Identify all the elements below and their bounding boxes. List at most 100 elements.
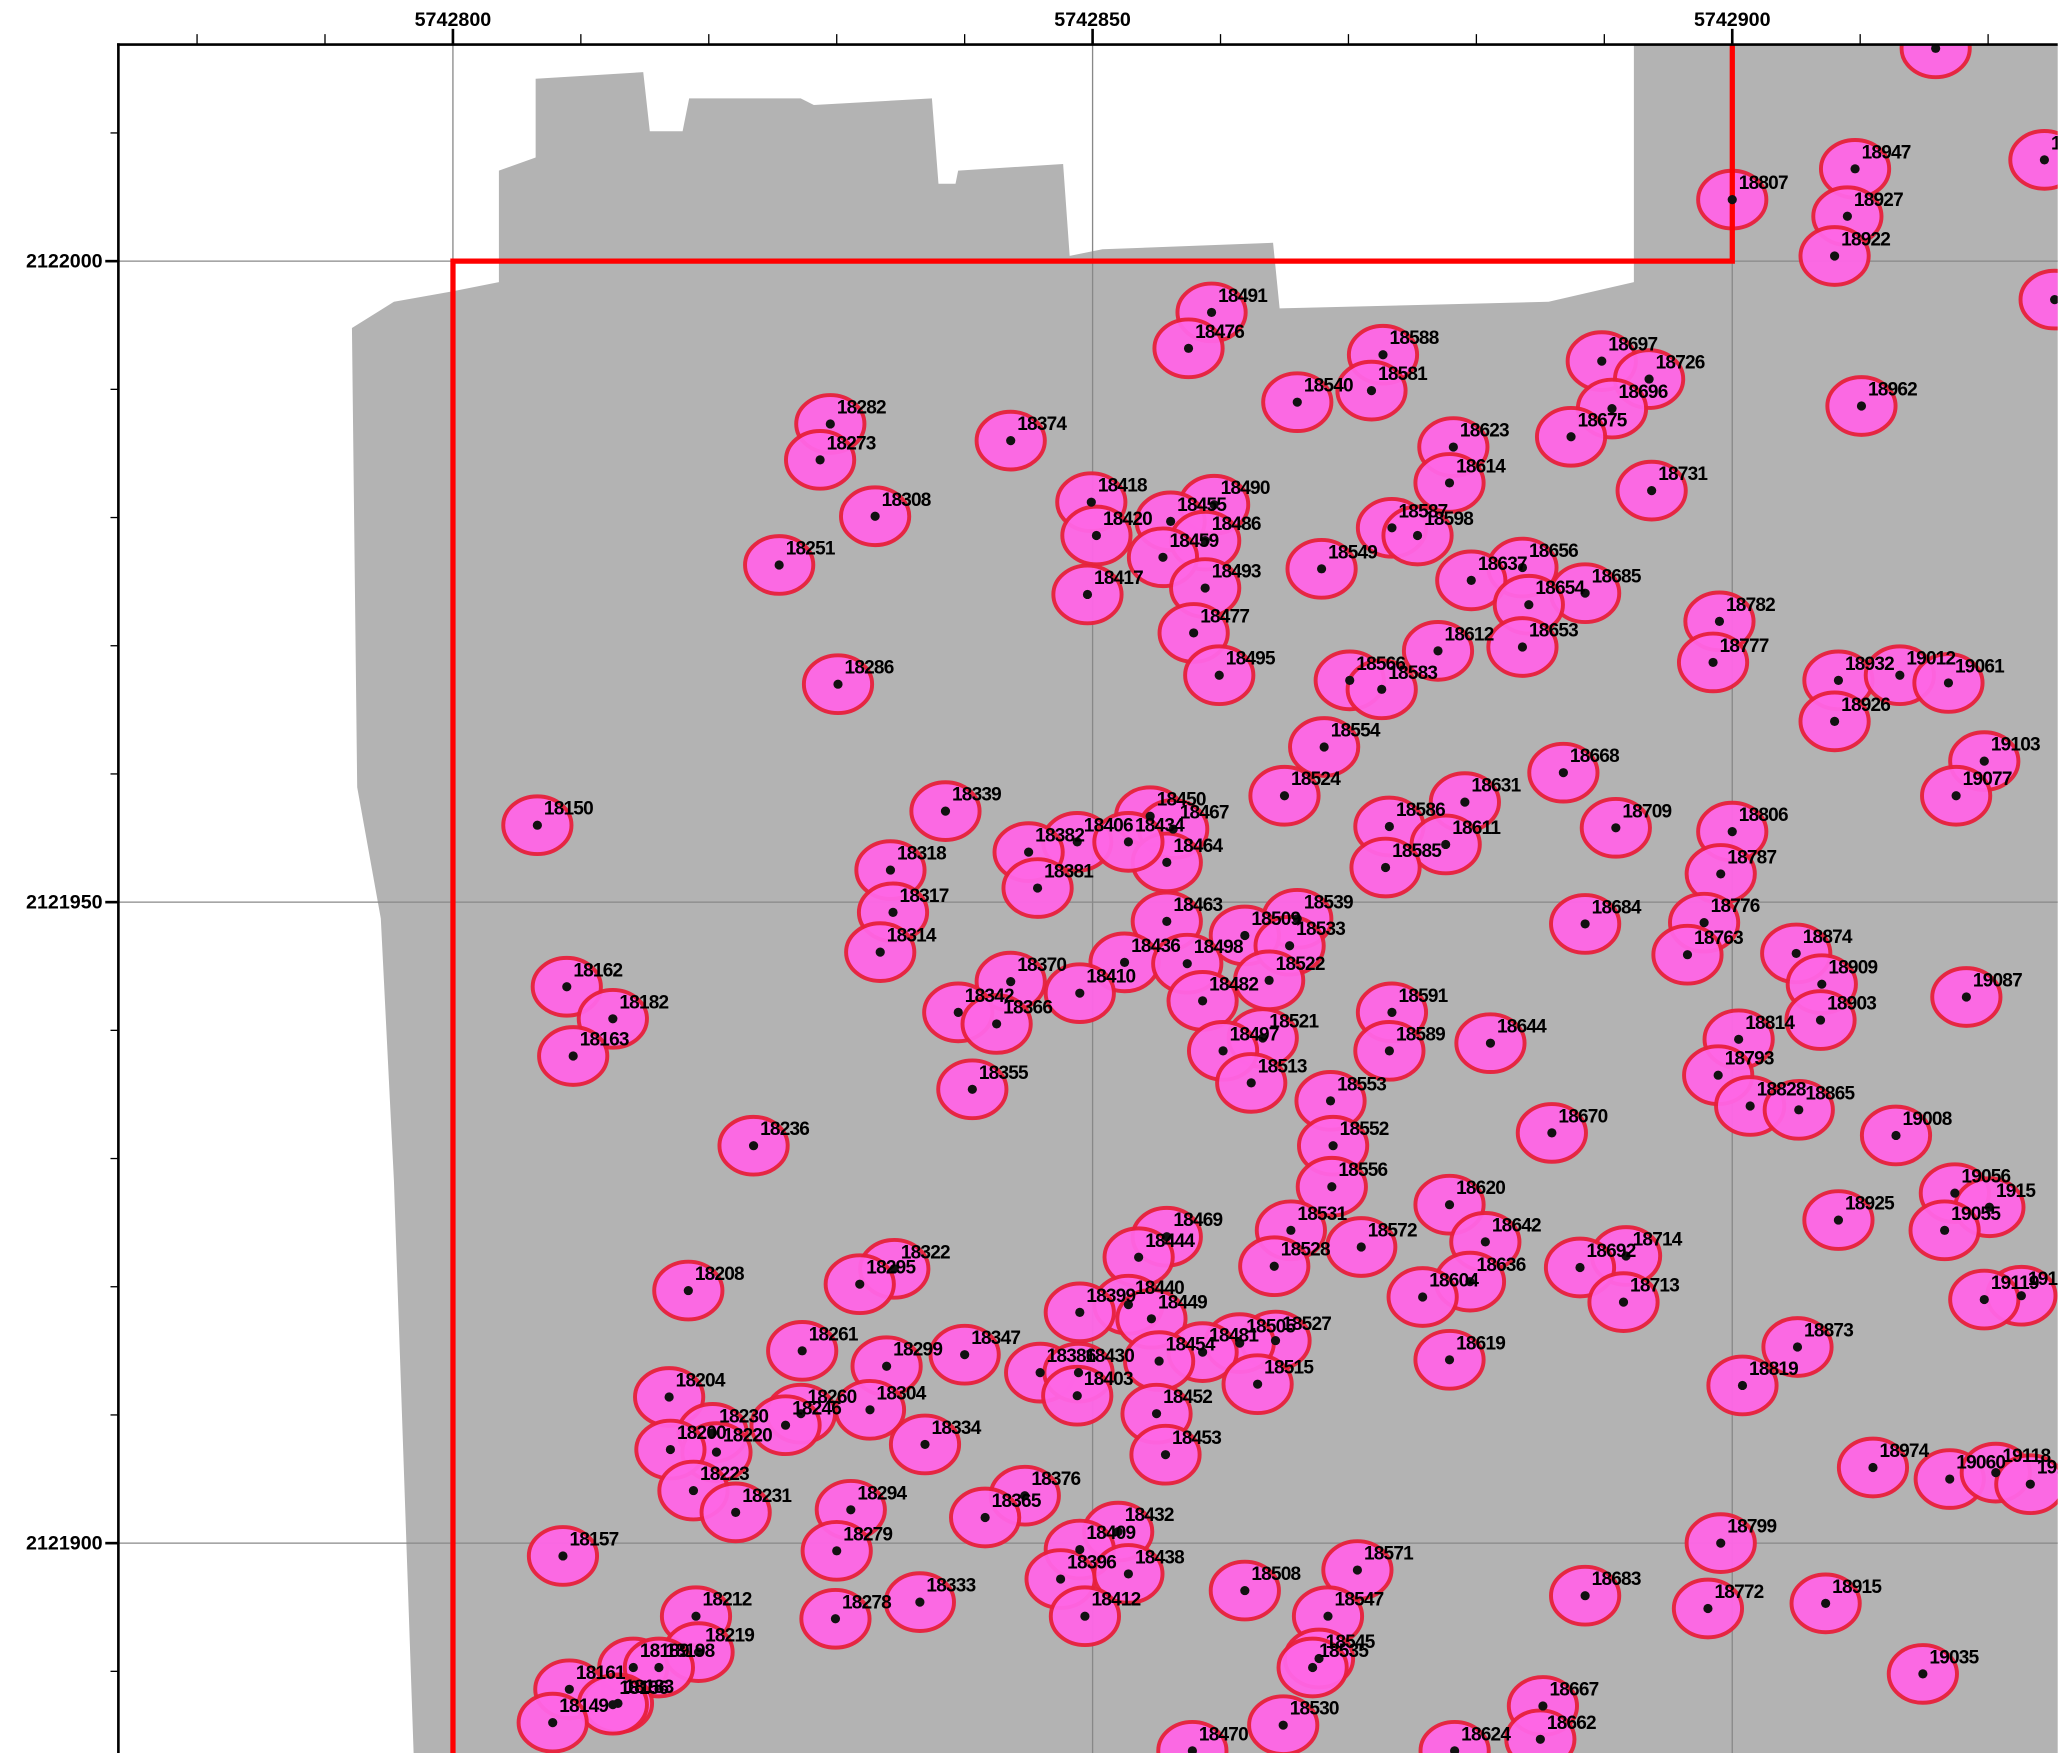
point [1158, 552, 1168, 562]
point-label: 18636 [1477, 1255, 1526, 1276]
point-label: 18477 [1200, 606, 1249, 627]
point-label: 18540 [1304, 376, 1353, 397]
point [1024, 847, 1034, 857]
point [1189, 628, 1199, 638]
point [1286, 1225, 1296, 1235]
point [1647, 486, 1657, 496]
point [1830, 251, 1840, 261]
point [1737, 1380, 1748, 1391]
point-label: 18223 [700, 1464, 749, 1485]
point [1006, 977, 1016, 987]
point-label: 18554 [1331, 721, 1381, 742]
point-label: 18683 [1592, 1569, 1641, 1590]
point [1198, 996, 1208, 1006]
point [1162, 916, 1172, 926]
point-label: 19055 [1951, 1204, 2001, 1225]
point-label: 18444 [1145, 1231, 1195, 1252]
point [1162, 1232, 1172, 1242]
point [1187, 1746, 1197, 1753]
point-label: 18149 [559, 1696, 608, 1717]
point-label: 18611 [1452, 818, 1501, 839]
point-label: 19077 [1963, 769, 2012, 790]
point [1200, 583, 1210, 593]
point [1345, 675, 1355, 685]
point-label: 18539 [1304, 892, 1353, 913]
point-label: 18455 [1177, 495, 1227, 516]
point [846, 1505, 856, 1515]
y-tick-label: 2121900 [26, 1533, 103, 1555]
point [1279, 791, 1290, 801]
point [1316, 564, 1327, 574]
point [1575, 1262, 1585, 1273]
point [889, 1264, 899, 1274]
point [1258, 1033, 1268, 1043]
point-label: 18508 [1251, 1564, 1300, 1585]
point [1714, 616, 1725, 626]
point-label: 18713 [1630, 1276, 1679, 1297]
point [992, 1019, 1002, 1029]
point [1214, 670, 1224, 680]
point-label: 18545 [1326, 1632, 1376, 1653]
point-label: 18654 [1535, 578, 1585, 599]
point-label: 18667 [1549, 1679, 1598, 1700]
point-label: 18498 [1194, 937, 1243, 958]
point [1979, 756, 1989, 766]
point-label: 18403 [1084, 1369, 1133, 1390]
point [1308, 1662, 1318, 1673]
point [830, 1614, 841, 1624]
point-label: 18777 [1720, 636, 1769, 657]
point [1162, 857, 1172, 867]
point-label: 18374 [1017, 414, 1067, 435]
point [1618, 1297, 1629, 1307]
point-label: 19056 [1961, 1167, 2010, 1188]
point [1727, 195, 1737, 205]
point-label: 18493 [1212, 562, 1261, 583]
point [1123, 1569, 1134, 1579]
point-label: 18399 [1086, 1286, 1135, 1307]
x-tick-label: 5742850 [1054, 9, 1131, 31]
point-label: 18624 [1461, 1724, 1511, 1745]
point [875, 947, 885, 957]
point [1113, 1527, 1123, 1537]
point-label: 18322 [901, 1242, 950, 1263]
point-label: 18814 [1745, 1013, 1795, 1034]
point-label: 18162 [573, 960, 622, 981]
point [1269, 1261, 1279, 1271]
point [1270, 1335, 1281, 1346]
point [628, 1662, 638, 1673]
point-label: 18355 [979, 1063, 1029, 1084]
point [1154, 1356, 1164, 1366]
point [1075, 1544, 1085, 1555]
point-label: 18464 [1173, 836, 1223, 857]
point-label: 18317 [900, 886, 949, 907]
point-label: 18469 [1173, 1210, 1222, 1231]
point-label: 18495 [1226, 649, 1276, 670]
point-label: 18591 [1399, 986, 1449, 1007]
point-label: 18552 [1340, 1119, 1389, 1140]
point-label: 19044 [1942, 22, 1992, 43]
point [1558, 768, 1568, 778]
point-label: 18586 [1396, 800, 1445, 821]
point [1580, 588, 1590, 598]
point [693, 1647, 704, 1657]
point-label: 18642 [1492, 1215, 1541, 1236]
point [1450, 1746, 1460, 1753]
point [2039, 155, 2049, 165]
point-label: 18571 [1364, 1544, 1414, 1565]
point-label: 18903 [1827, 994, 1876, 1015]
point-label: 18430 [1085, 1346, 1134, 1367]
point [1991, 1468, 2001, 1478]
point [855, 1279, 865, 1289]
point [1460, 797, 1470, 807]
point-label: 18692 [1587, 1241, 1636, 1262]
point [1253, 1379, 1263, 1389]
point-label: 18612 [1445, 624, 1494, 645]
point [1380, 862, 1391, 873]
point [731, 1507, 741, 1517]
point-label: 18528 [1281, 1240, 1330, 1261]
point-label: 18653 [1529, 621, 1578, 642]
point [1842, 211, 1852, 221]
point-label: 18376 [1031, 1469, 1080, 1490]
point [1146, 1314, 1157, 1324]
